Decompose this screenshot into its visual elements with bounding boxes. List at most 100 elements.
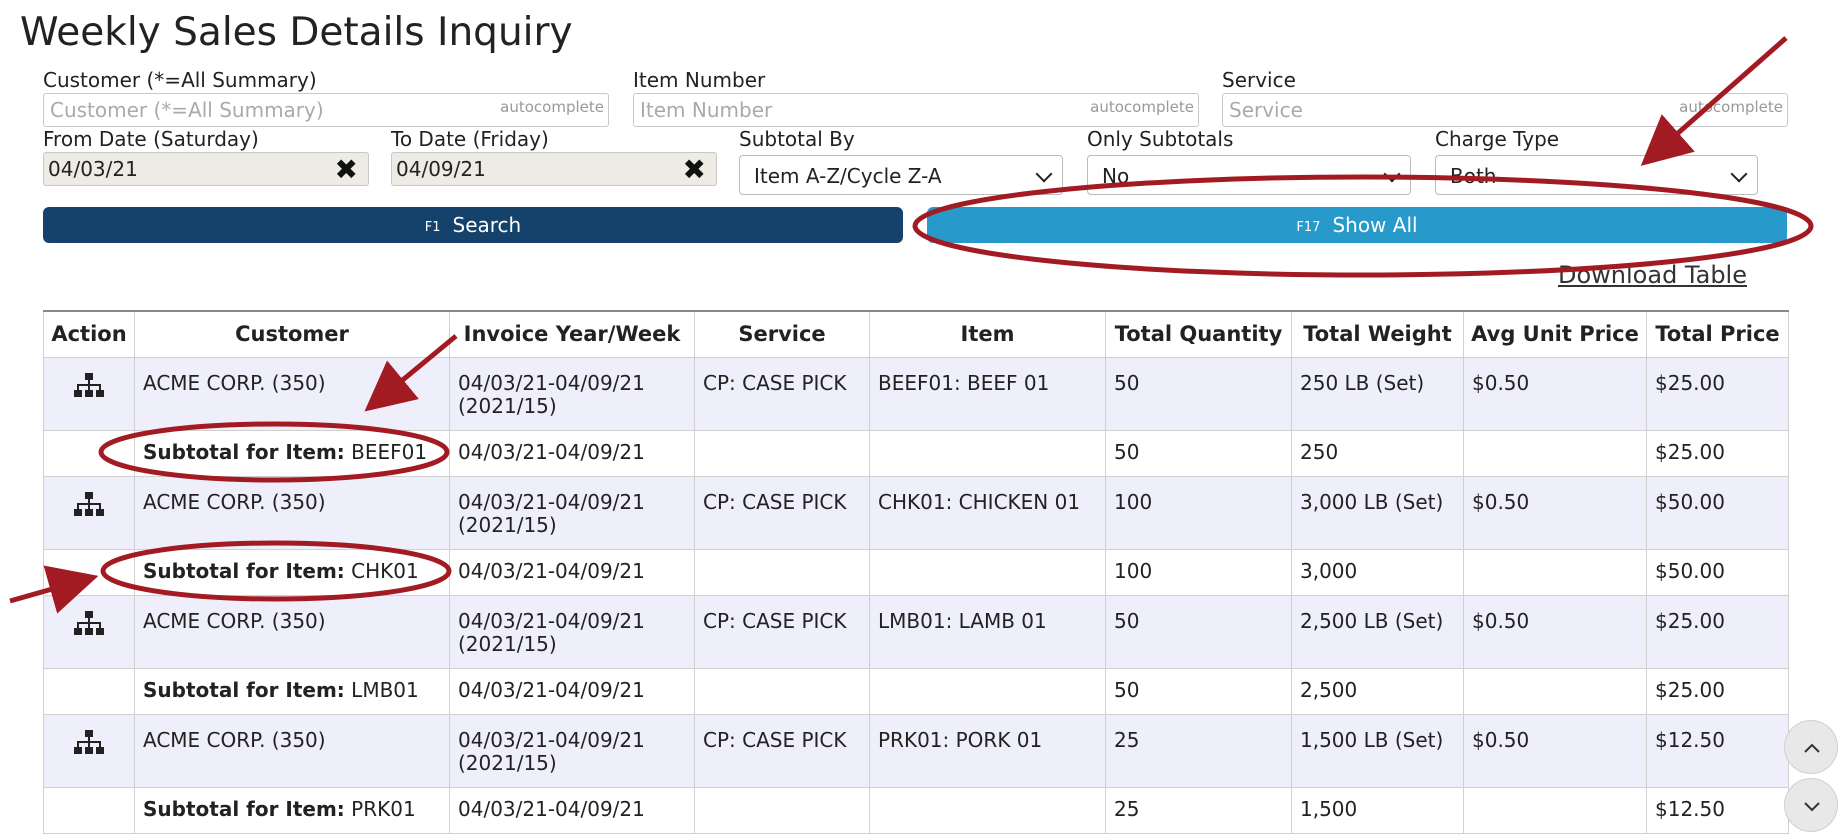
subtotal-weight-cell: 1,500 — [1291, 786, 1464, 834]
subtotal-total-cell: $50.00 — [1646, 548, 1789, 596]
charge-type-field: Charge Type Both — [1435, 127, 1758, 195]
from-date-field: From Date (Saturday) ✖ — [43, 127, 369, 186]
subtotal-item-cell — [869, 548, 1106, 596]
subtotal-action-cell — [43, 429, 135, 477]
service-field: Service autocomplete — [1222, 68, 1788, 127]
chevron-down-icon — [1383, 165, 1401, 183]
show-all-button[interactable]: F17 Show All — [927, 207, 1787, 243]
item-number-field: Item Number autocomplete — [633, 68, 1199, 127]
item-cell: BEEF01: BEEF 01 — [869, 356, 1106, 431]
only-subtotals-value: No — [1102, 164, 1130, 188]
subtotal-item-code: BEEF01 — [351, 439, 428, 464]
weight-cell: 3,000 LB (Set) — [1291, 475, 1464, 550]
action-cell — [43, 713, 135, 788]
quantity-cell: 100 — [1105, 475, 1292, 550]
customer-cell: ACME CORP. (350) — [134, 713, 450, 788]
scroll-down-button[interactable] — [1784, 778, 1838, 832]
header-item: Item — [869, 310, 1106, 358]
customer-label: Customer (*=All Summary) — [43, 68, 317, 92]
item-cell: CHK01: CHICKEN 01 — [869, 475, 1106, 550]
invoice-week-range: 04/03/21-04/09/21 — [458, 489, 645, 514]
subtotal-row: Subtotal for Item: BEEF01 04/03/21-04/09/… — [43, 429, 1789, 477]
subtotal-label-cell: Subtotal for Item: BEEF01 — [134, 429, 450, 477]
chevron-down-icon — [1804, 802, 1820, 812]
service-cell: CP: CASE PICK — [694, 713, 870, 788]
hierarchy-icon[interactable] — [74, 491, 104, 517]
charge-type-label: Charge Type — [1435, 127, 1560, 151]
results-table: Action Customer Invoice Year/Week Servic… — [43, 310, 1789, 834]
subtotal-weight-cell: 2,500 — [1291, 667, 1464, 715]
to-date-input[interactable] — [392, 153, 716, 185]
chevron-down-icon — [1035, 165, 1053, 183]
from-date-input[interactable] — [44, 153, 368, 185]
header-avg-unit-price: Avg Unit Price — [1463, 310, 1647, 358]
subtotal-item-code: LMB01 — [351, 677, 419, 702]
download-table-link[interactable]: Download Table — [1558, 261, 1747, 289]
service-input[interactable] — [1223, 94, 1787, 126]
hierarchy-icon[interactable] — [74, 729, 104, 755]
subtotal-action-cell — [43, 548, 135, 596]
subtotal-total-cell: $25.00 — [1646, 429, 1789, 477]
weight-cell: 1,500 LB (Set) — [1291, 713, 1464, 788]
subtotal-week-cell: 04/03/21-04/09/21 — [449, 667, 695, 715]
item-number-input[interactable] — [634, 94, 1198, 126]
subtotal-row: Subtotal for Item: LMB01 04/03/21-04/09/2… — [43, 667, 1789, 715]
header-action: Action — [43, 310, 135, 358]
subtotal-quantity-cell: 50 — [1105, 429, 1292, 477]
avg-price-cell: $0.50 — [1463, 475, 1647, 550]
from-date-wrapper: ✖ — [43, 152, 369, 186]
show-all-button-label: Show All — [1332, 213, 1418, 237]
subtotal-row: Subtotal for Item: PRK01 04/03/21-04/09/2… — [43, 786, 1789, 834]
subtotal-action-cell — [43, 786, 135, 834]
invoice-week-cell: 04/03/21-04/09/21 (2021/15) — [449, 356, 695, 431]
to-date-wrapper: ✖ — [391, 152, 717, 186]
hierarchy-icon[interactable] — [74, 372, 104, 398]
show-all-shortcut-key: F17 — [1296, 219, 1321, 235]
page-title: Weekly Sales Details Inquiry — [20, 10, 573, 55]
subtotal-week-cell: 04/03/21-04/09/21 — [449, 429, 695, 477]
subtotal-item-cell — [869, 667, 1106, 715]
subtotal-label-cell: Subtotal for Item: LMB01 — [134, 667, 450, 715]
from-date-clear-icon[interactable]: ✖ — [334, 153, 358, 186]
search-shortcut-key: F1 — [424, 219, 441, 235]
from-date-label: From Date (Saturday) — [43, 127, 259, 151]
subtotal-avg-price-cell — [1463, 429, 1647, 477]
charge-type-select[interactable]: Both — [1435, 155, 1758, 195]
invoice-week-code: (2021/15) — [458, 393, 557, 418]
scroll-up-button[interactable] — [1784, 720, 1838, 774]
service-cell: CP: CASE PICK — [694, 594, 870, 669]
customer-input[interactable] — [44, 94, 608, 126]
customer-cell: ACME CORP. (350) — [134, 594, 450, 669]
item-number-label: Item Number — [633, 68, 766, 92]
header-total-weight: Total Weight — [1291, 310, 1464, 358]
table-row: ACME CORP. (350) 04/03/21-04/09/21 (2021/1… — [43, 475, 1789, 550]
subtotal-label-cell: Subtotal for Item: PRK01 — [134, 786, 450, 834]
customer-field: Customer (*=All Summary) autocomplete — [43, 68, 609, 127]
total-price-cell: $12.50 — [1646, 713, 1789, 788]
invoice-week-cell: 04/03/21-04/09/21 (2021/15) — [449, 475, 695, 550]
search-button-label: Search — [452, 213, 522, 237]
search-button[interactable]: F1 Search — [43, 207, 903, 243]
invoice-week-range: 04/03/21-04/09/21 — [458, 370, 645, 395]
only-subtotals-select[interactable]: No — [1087, 155, 1411, 195]
item-number-input-wrapper: autocomplete — [633, 93, 1199, 127]
total-price-cell: $25.00 — [1646, 594, 1789, 669]
subtotal-by-select[interactable]: Item A-Z/Cycle Z-A — [739, 155, 1063, 195]
customer-input-wrapper: autocomplete — [43, 93, 609, 127]
only-subtotals-label: Only Subtotals — [1087, 127, 1234, 151]
subtotal-service-cell — [694, 786, 870, 834]
invoice-week-range: 04/03/21-04/09/21 — [458, 608, 645, 633]
subtotal-by-label: Subtotal By — [739, 127, 855, 151]
subtotal-row: Subtotal for Item: CHK01 04/03/21-04/09/2… — [43, 548, 1789, 596]
subtotal-weight-cell: 250 — [1291, 429, 1464, 477]
item-cell: PRK01: PORK 01 — [869, 713, 1106, 788]
hierarchy-icon[interactable] — [74, 610, 104, 636]
customer-cell: ACME CORP. (350) — [134, 475, 450, 550]
to-date-label: To Date (Friday) — [391, 127, 549, 151]
table-row: ACME CORP. (350) 04/03/21-04/09/21 (2021/1… — [43, 713, 1789, 788]
action-cell — [43, 475, 135, 550]
subtotal-total-cell: $12.50 — [1646, 786, 1789, 834]
to-date-clear-icon[interactable]: ✖ — [682, 153, 706, 186]
avg-price-cell: $0.50 — [1463, 713, 1647, 788]
invoice-week-cell: 04/03/21-04/09/21 (2021/15) — [449, 594, 695, 669]
